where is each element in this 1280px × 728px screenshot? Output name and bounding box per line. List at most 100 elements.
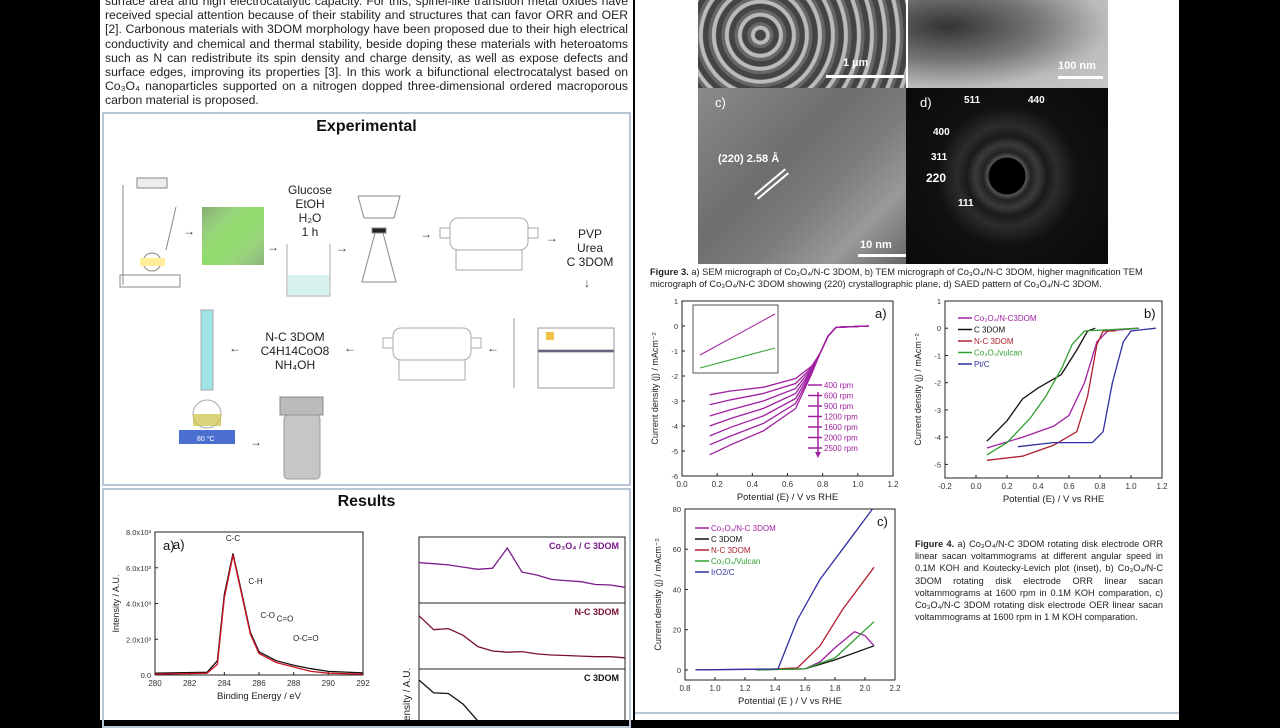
left-column <box>100 0 633 720</box>
orr_rpm-chart: 0.0 0.2 0.4 0.6 0.8 1.0 1.2 1 0 -1 -2 -3 -4 -5 -6 Poten… <box>650 297 899 503</box>
x-tick-label: 1.2 <box>1156 482 1168 491</box>
panel-label: c) <box>877 514 888 529</box>
legend-entry: 400 rpm <box>824 381 854 390</box>
y-axis-label: Current density (j) / mAcm⁻² <box>650 332 660 444</box>
legend-entry: Co₃O₄/Vulcan <box>711 557 760 566</box>
x-tick-label: 0.2 <box>1001 482 1013 491</box>
x-tick-label: 0.0 <box>970 482 982 491</box>
y-axis-label: Current density (j) / mAcm⁻² <box>913 333 923 445</box>
y-tick-label: -3 <box>934 406 941 415</box>
x-tick-label: 0.6 <box>782 480 794 489</box>
divider <box>635 712 1179 714</box>
x-tick-label: 282 <box>183 679 197 688</box>
legend-entry: 1200 rpm <box>824 413 858 422</box>
xps-series-line <box>154 553 364 674</box>
oer_cmp-chart: 0.8 1.0 1.2 1.4 1.6 1.8 2.0 2.2 0 20 40 60 80 Potenti… <box>653 505 901 707</box>
legend-entry: Co₃O₄/N-C3DOM <box>974 314 1037 323</box>
oven-icon <box>513 318 615 389</box>
y-tick-label: -5 <box>671 447 678 456</box>
pvp-step-label: PVP Urea C 3DOM <box>566 227 614 269</box>
plot-frame <box>944 300 1163 479</box>
hotplate-readout: 80 °C <box>197 435 215 443</box>
arrow-icon: ← <box>344 341 356 355</box>
experimental-section: Experimental <box>102 112 631 486</box>
legend-entry: 2000 rpm <box>824 434 858 443</box>
orr-comparison-line <box>986 327 1139 449</box>
arrow-icon: → <box>336 241 348 255</box>
arrow-icon: → <box>420 227 432 241</box>
x-tick-label: 1.2 <box>887 480 899 489</box>
figure-4-caption: Figure 4. a) Co₃O₄/N-C 3DOM rotating dis… <box>915 539 1163 623</box>
x-axis-label: Binding Energy / eV <box>217 691 302 702</box>
oer-series-line <box>755 621 875 671</box>
y-tick-label: 40 <box>673 585 681 594</box>
y-tick-label: -4 <box>934 433 941 442</box>
x-tick-label: 2.0 <box>859 684 871 693</box>
y-tick-label: 0 <box>677 666 681 675</box>
arrow-icon: ← <box>229 341 241 355</box>
nc-step-label: N-C 3DOM C4H14CoO8 NH₄OH <box>260 330 330 372</box>
x-tick-label: 280 <box>148 679 162 688</box>
panel-label: a) <box>163 538 175 553</box>
legend-entry: Co₃O₄/vulcan <box>974 349 1022 358</box>
xrd-series-line <box>418 679 478 720</box>
x-tick-label: 0.4 <box>1032 482 1044 491</box>
x-tick-label: 1.0 <box>852 480 864 489</box>
x-tick-label: 2.2 <box>889 684 901 693</box>
x-tick-label: 1.0 <box>1125 482 1137 491</box>
y-tick-label: -2 <box>934 379 941 388</box>
figure-3-caption: Figure 3. a) SEM micrograph of Co₃O₄/N-C… <box>650 267 1143 289</box>
xrd-series-line <box>418 546 626 588</box>
y-tick-label: 2.0x10³ <box>126 635 152 644</box>
sample-vial-icon <box>279 396 324 480</box>
arrow-icon: ↓ <box>584 276 590 290</box>
orr-comparison-line <box>986 330 1116 461</box>
oer-series-line <box>755 566 875 671</box>
legend-entry: 2500 rpm <box>824 444 858 453</box>
x-tick-label: 286 <box>252 679 266 688</box>
x-axis-label: Potential (E ) / V vs RHE <box>738 696 842 707</box>
y-tick-label: 0.0 <box>141 671 151 680</box>
filtration-flask-icon <box>357 195 401 283</box>
x-tick-label: 0.8 <box>679 684 691 693</box>
orr-comparison-line <box>986 327 1139 456</box>
x-tick-label: 1.4 <box>769 684 781 693</box>
y-tick-label: -3 <box>671 397 678 406</box>
legend-entry: 900 rpm <box>824 402 854 411</box>
y-tick-label: 1 <box>674 297 678 306</box>
y-axis-label: Intensity / A.U. <box>402 668 413 720</box>
legend-entry: C 3DOM <box>974 326 1005 335</box>
y-tick-label: 1 <box>937 297 941 306</box>
section-title: Results <box>337 493 396 510</box>
xrd-chart: Co₃O₄ / C 3DOM N-C 3DOM C 3DOM Intensity / … <box>402 536 626 720</box>
x-tick-label: 290 <box>322 679 336 688</box>
y-tick-label: 20 <box>673 626 681 635</box>
peak-annotation: C-C <box>226 534 240 543</box>
scale-bar <box>1058 76 1103 79</box>
y-tick-label: -2 <box>671 372 678 381</box>
oer-series-line <box>695 508 874 671</box>
xrd-panel <box>418 668 626 720</box>
plot-frame <box>684 508 896 681</box>
sem-micrograph: 1 µm <box>698 0 906 88</box>
oer-series-line <box>755 645 875 671</box>
xps-chart: 280 282 284 286 288 290 292 0.0 2.0x10³ 4.0x10³ 6.… <box>111 528 370 702</box>
peak-annotation: C-H <box>248 577 262 586</box>
x-tick-label: 1.8 <box>829 684 841 693</box>
panel-label: a) <box>173 537 185 552</box>
reactor-apparatus-icon <box>119 177 181 288</box>
beaker-icon <box>286 244 331 297</box>
arrow-icon: → <box>546 231 558 245</box>
tem-micrograph-b: 100 nm <box>908 0 1108 88</box>
tube-furnace-icon <box>439 217 539 271</box>
y-tick-label: 0 <box>937 324 941 333</box>
tube-furnace-icon <box>382 327 482 381</box>
orr-series-line <box>709 325 869 456</box>
arrow-icon: → <box>267 240 279 254</box>
orr_cmp-chart: -0.2 0.0 0.2 0.4 0.6 0.8 1.0 1.2 1 0 -1 -2 -3 -4 -5 Pot… <box>913 297 1168 505</box>
x-tick-label: 0.8 <box>1094 482 1106 491</box>
y-tick-label: 6.0x10³ <box>126 564 152 573</box>
x-tick-label: 1.6 <box>799 684 811 693</box>
y-tick-label: 8.0x10³ <box>126 528 152 537</box>
